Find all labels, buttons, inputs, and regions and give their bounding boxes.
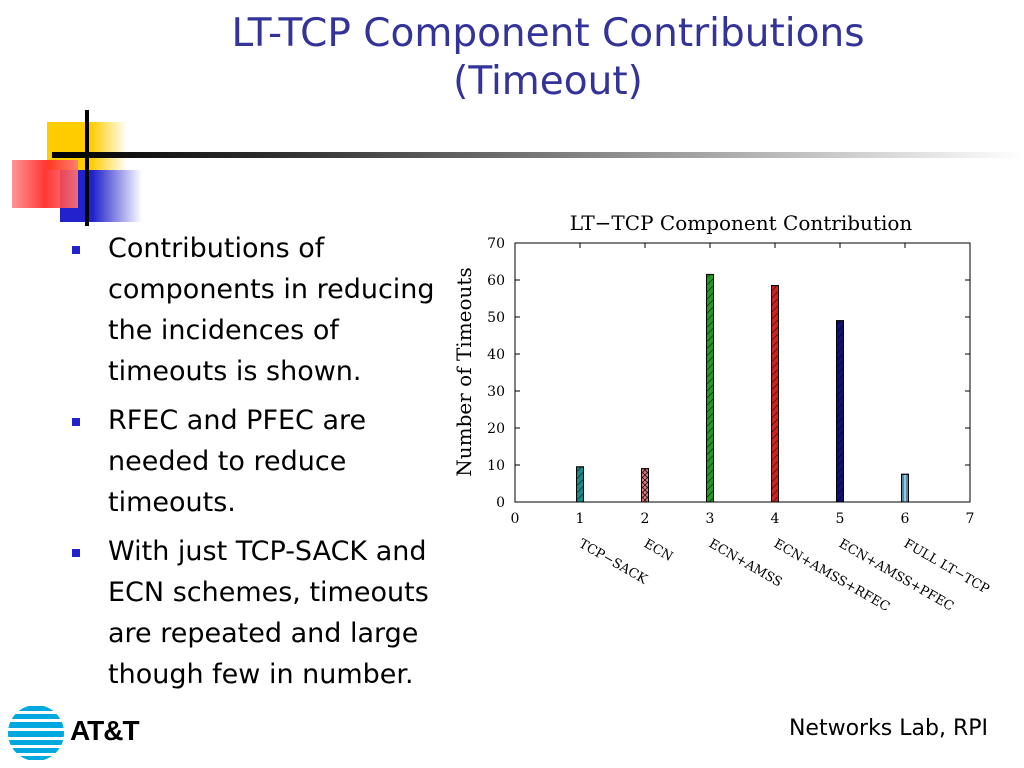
bar-hatch [576,466,584,503]
bar-hatch [771,285,779,503]
x-tick-label: 7 [966,511,975,527]
bullet-list: Contributions of components in reducing th… [68,228,452,703]
slide-title-line-2: (Timeout) [453,59,643,104]
bar-hatch [706,273,714,503]
bar-hatch [901,473,909,503]
bullet-line: though few in number. [108,659,414,690]
category-label: TCP−SACK [576,536,650,587]
x-tick-label: 2 [641,511,650,527]
y-tick-label: 0 [496,495,505,511]
bullet-line: With just TCP-SACK and [108,536,427,567]
att-logo-text: AT&T [70,715,140,746]
plot-frame [514,242,971,503]
category-label: ECN+AMSS+RFEC [771,536,892,615]
x-tick-label: 5 [836,511,845,527]
slide-title: LT-TCP Component Contributions (Timeout) [100,10,996,106]
x-tick-label: 6 [901,511,910,527]
bullet-square-icon [72,549,80,557]
x-tick-label: 3 [706,511,715,527]
y-tick-label: 50 [487,310,505,326]
x-tick-label: 4 [771,511,780,527]
bullet-line: the incidences of [108,315,339,346]
category-label: ECN [641,536,675,564]
decor-horizontal-line [52,152,1024,158]
y-tick-label: 60 [487,273,505,289]
bullet-item: Contributions of components in reducing th… [68,228,452,392]
bullet-square-icon [72,418,80,426]
bullet-line: Contributions of [108,233,325,264]
x-tick-label: 0 [511,511,520,527]
bullet-line: are repeated and large [108,618,419,649]
chart-title: LT−TCP Component Contribution [570,211,913,235]
bar-hatch [641,468,649,503]
bullet-square-icon [72,246,80,254]
bullet-line: ECN schemes, timeouts [108,577,429,608]
bullet-line: timeouts is shown. [108,356,362,387]
decorative-squares-graphic [12,110,1024,226]
bullet-line: RFEC and PFEC are [108,405,367,436]
bullet-line: components in reducing [108,274,435,305]
category-label: ECN+AMSS+PFEC [836,536,956,614]
decor-vertical-line [85,110,89,226]
att-globe-icon [8,705,64,761]
y-tick-label: 20 [487,421,505,437]
x-tick-label: 1 [576,511,585,527]
y-axis-label: Number of Timeouts [452,267,476,476]
y-tick-label: 70 [487,236,505,252]
bullet-item: With just TCP-SACK and ECN schemes, timeo… [68,531,452,695]
bullet-item: RFEC and PFEC are needed to reduce timeout… [68,400,452,523]
y-tick-label: 30 [487,384,505,400]
slide-title-line-1: LT-TCP Component Contributions [231,11,865,56]
bullet-line: timeouts. [108,487,236,518]
y-tick-label: 10 [487,458,505,474]
footer-text: Networks Lab, RPI [788,716,988,741]
timeout-bar-chart: LT−TCP Component Contribution Number of … [452,211,992,615]
y-tick-label: 40 [487,347,505,363]
bar-hatch [836,320,844,503]
bullet-line: needed to reduce [108,446,347,477]
decor-red-square [12,160,78,208]
